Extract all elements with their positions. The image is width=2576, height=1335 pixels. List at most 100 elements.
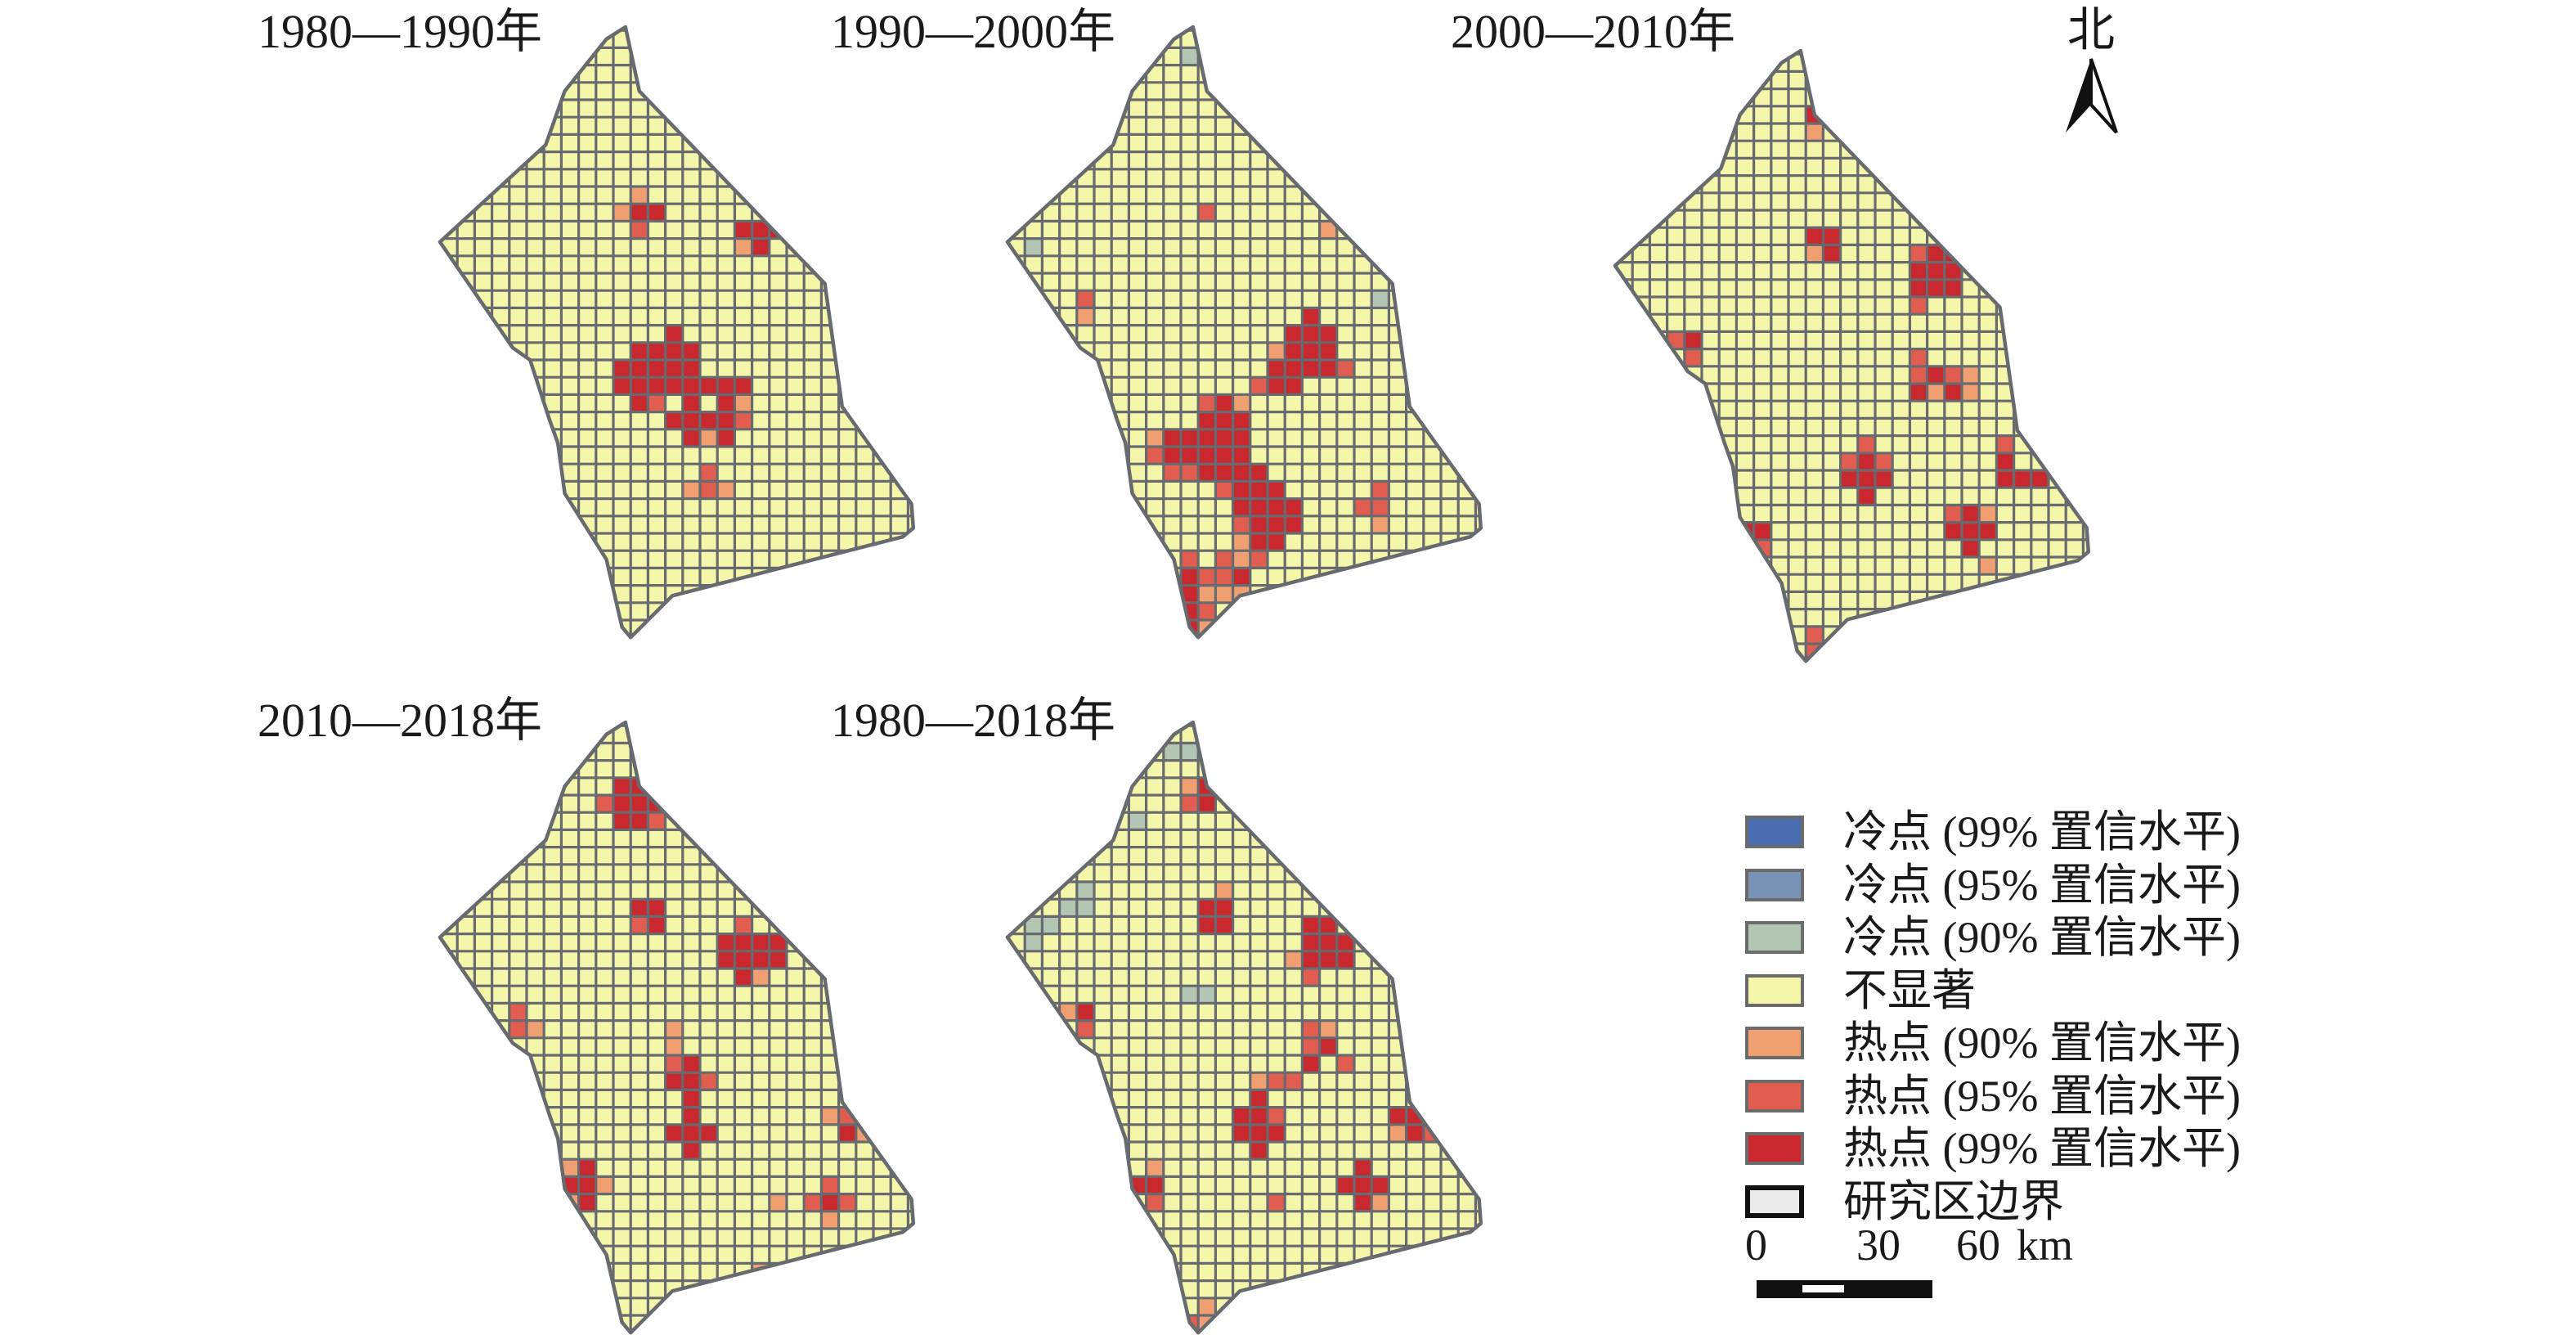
hotspot-cell-h99 — [1857, 470, 1875, 488]
hotspot-cell-h95 — [1302, 969, 1320, 987]
hotspot-cell-h95 — [1250, 551, 1268, 569]
hotspot-cell-h95 — [700, 464, 718, 482]
hotspot-cell-h99 — [1319, 916, 1337, 934]
hotspot-cell-h95 — [1215, 568, 1233, 586]
hotspot-cell-h99 — [1163, 429, 1181, 447]
hotspot-cell-h99 — [717, 377, 735, 395]
study-area-boundary — [438, 25, 916, 640]
hotspot-cell-h99 — [1215, 464, 1233, 482]
hotspot-cell-h99 — [1927, 262, 1945, 280]
legend-swatch — [1745, 816, 1804, 849]
hotspot-cell-h90 — [1319, 1020, 1337, 1038]
hotspot-cell-h99 — [1302, 342, 1320, 360]
legend-swatch — [1745, 1079, 1804, 1112]
hotspot-cell-h99 — [1927, 245, 1945, 263]
hotspot-cell-h99 — [1268, 481, 1286, 499]
hotspot-cell-h99 — [717, 933, 735, 951]
hotspot-cell-h90 — [1232, 551, 1250, 569]
hotspot-cell-h99 — [1215, 411, 1233, 429]
hotspot-cell-h99 — [1840, 470, 1858, 488]
hotspot-cell-h99 — [1944, 384, 1962, 402]
hotspot-cell-h99 — [1371, 1176, 1389, 1194]
hotspot-cell-h95 — [1268, 1107, 1286, 1125]
hotspot-cell-h99 — [648, 360, 666, 378]
hotspot-cell-h90 — [1232, 533, 1250, 551]
hotspot-cell-h99 — [1198, 916, 1216, 934]
hotspot-cell-c90 — [1371, 290, 1389, 308]
hotspot-cell-h99 — [1268, 498, 1286, 516]
hotspot-cell-h99 — [1146, 1176, 1164, 1194]
hotspot-cell-h99 — [682, 360, 700, 378]
hotspot-cell-h99 — [1232, 568, 1250, 586]
hotspot-cell-h95 — [1076, 1020, 1094, 1038]
hotspot-cell-h90 — [1979, 557, 1997, 575]
hotspot-cell-h99 — [1181, 429, 1199, 447]
hotspot-cell-h99 — [1319, 933, 1337, 951]
hotspot-cell-h99 — [1823, 245, 1841, 263]
hotspot-cell-h90 — [1146, 429, 1164, 447]
hotspot-cell-h99 — [1250, 1090, 1268, 1108]
hotspot-cell-h99 — [1250, 481, 1268, 499]
hotspot-cell-h99 — [631, 360, 648, 378]
hotspot-cell-h90 — [1979, 505, 1997, 523]
hotspot-cell-h99 — [769, 951, 787, 969]
hotspot-cell-h99 — [665, 411, 683, 429]
hotspot-cell-c90 — [1059, 899, 1077, 917]
hotspot-cell-h99 — [1806, 227, 1824, 245]
hotspot-cell-h99 — [1319, 360, 1337, 378]
hotspot-cell-h95 — [838, 1193, 856, 1211]
hotspot-cell-h95 — [700, 481, 718, 499]
panel-title-1: 1980—1990年 — [258, 5, 543, 58]
hotspot-cell-h99 — [613, 812, 631, 830]
hotspot-cell-h90 — [1146, 1159, 1164, 1177]
hotspot-cell-h90 — [821, 1107, 839, 1125]
hotspot-cell-h99 — [734, 377, 752, 395]
hotspot-cell-h95 — [648, 812, 666, 830]
hotspot-cell-h99 — [1215, 899, 1233, 917]
hotspot-cell-h99 — [752, 933, 770, 951]
hotspot-cell-h99 — [1163, 447, 1181, 465]
hotspot-cell-h95 — [1944, 505, 1962, 523]
hotspot-cell-h99 — [1076, 1003, 1094, 1021]
hotspot-cell-c90 — [1129, 812, 1147, 830]
hotspot-cell-h90 — [1181, 777, 1199, 795]
hotspot-cell-h99 — [700, 411, 718, 429]
hotspot-cell-h95 — [1076, 290, 1094, 308]
hotspot-cell-h99 — [682, 377, 700, 395]
hotspot-cell-h99 — [1198, 795, 1216, 813]
study-area-boundary — [438, 720, 916, 1335]
hotspot-cell-h99 — [752, 221, 770, 239]
hotspot-cell-h90 — [1198, 585, 1216, 603]
hotspot-cell-h99 — [1285, 498, 1303, 516]
legend-label: 研究区边界 — [1843, 1176, 2064, 1226]
legend-item-cold-99: 冷点 (99% 置信水平) — [1745, 806, 2241, 859]
hotspot-cell-h95 — [1198, 394, 1216, 412]
hotspot-cell-h95 — [595, 795, 613, 813]
hotspot-cell-h99 — [1302, 951, 1320, 969]
hotspot-cell-h99 — [1232, 429, 1250, 447]
hotspot-cell-h90 — [631, 187, 648, 205]
hotspot-cell-h95 — [734, 916, 752, 934]
hotspot-cell-h95 — [1857, 435, 1875, 453]
scale-tick-30: 30 — [1856, 1220, 1901, 1270]
hotspot-cell-h99 — [1302, 308, 1320, 326]
hotspot-cell-h95 — [1302, 1020, 1320, 1038]
hotspot-cell-h95 — [1910, 297, 1928, 315]
scale-bar-segment — [1802, 1285, 1844, 1292]
hotspot-cell-h99 — [1354, 1159, 1372, 1177]
hotspot-cell-h99 — [1285, 360, 1303, 378]
hotspot-cell-h99 — [734, 221, 752, 239]
hotspot-cell-h95 — [821, 1176, 839, 1194]
legend-label: 热点 (99% 置信水平) — [1843, 1124, 2241, 1174]
hotspot-cell-h99 — [682, 1072, 700, 1090]
hotspot-cell-h99 — [838, 1124, 856, 1142]
hotspot-cell-h99 — [682, 411, 700, 429]
hotspot-cell-h99 — [682, 429, 700, 447]
hotspot-cell-h99 — [648, 342, 666, 360]
hotspot-cell-h99 — [1962, 539, 1980, 557]
hotspot-cell-h90 — [769, 1193, 787, 1211]
hotspot-cell-h99 — [648, 204, 666, 222]
hotspot-cell-h95 — [1840, 452, 1858, 470]
hotspot-cell-h99 — [1979, 522, 1997, 540]
hotspot-cell-h99 — [665, 342, 683, 360]
